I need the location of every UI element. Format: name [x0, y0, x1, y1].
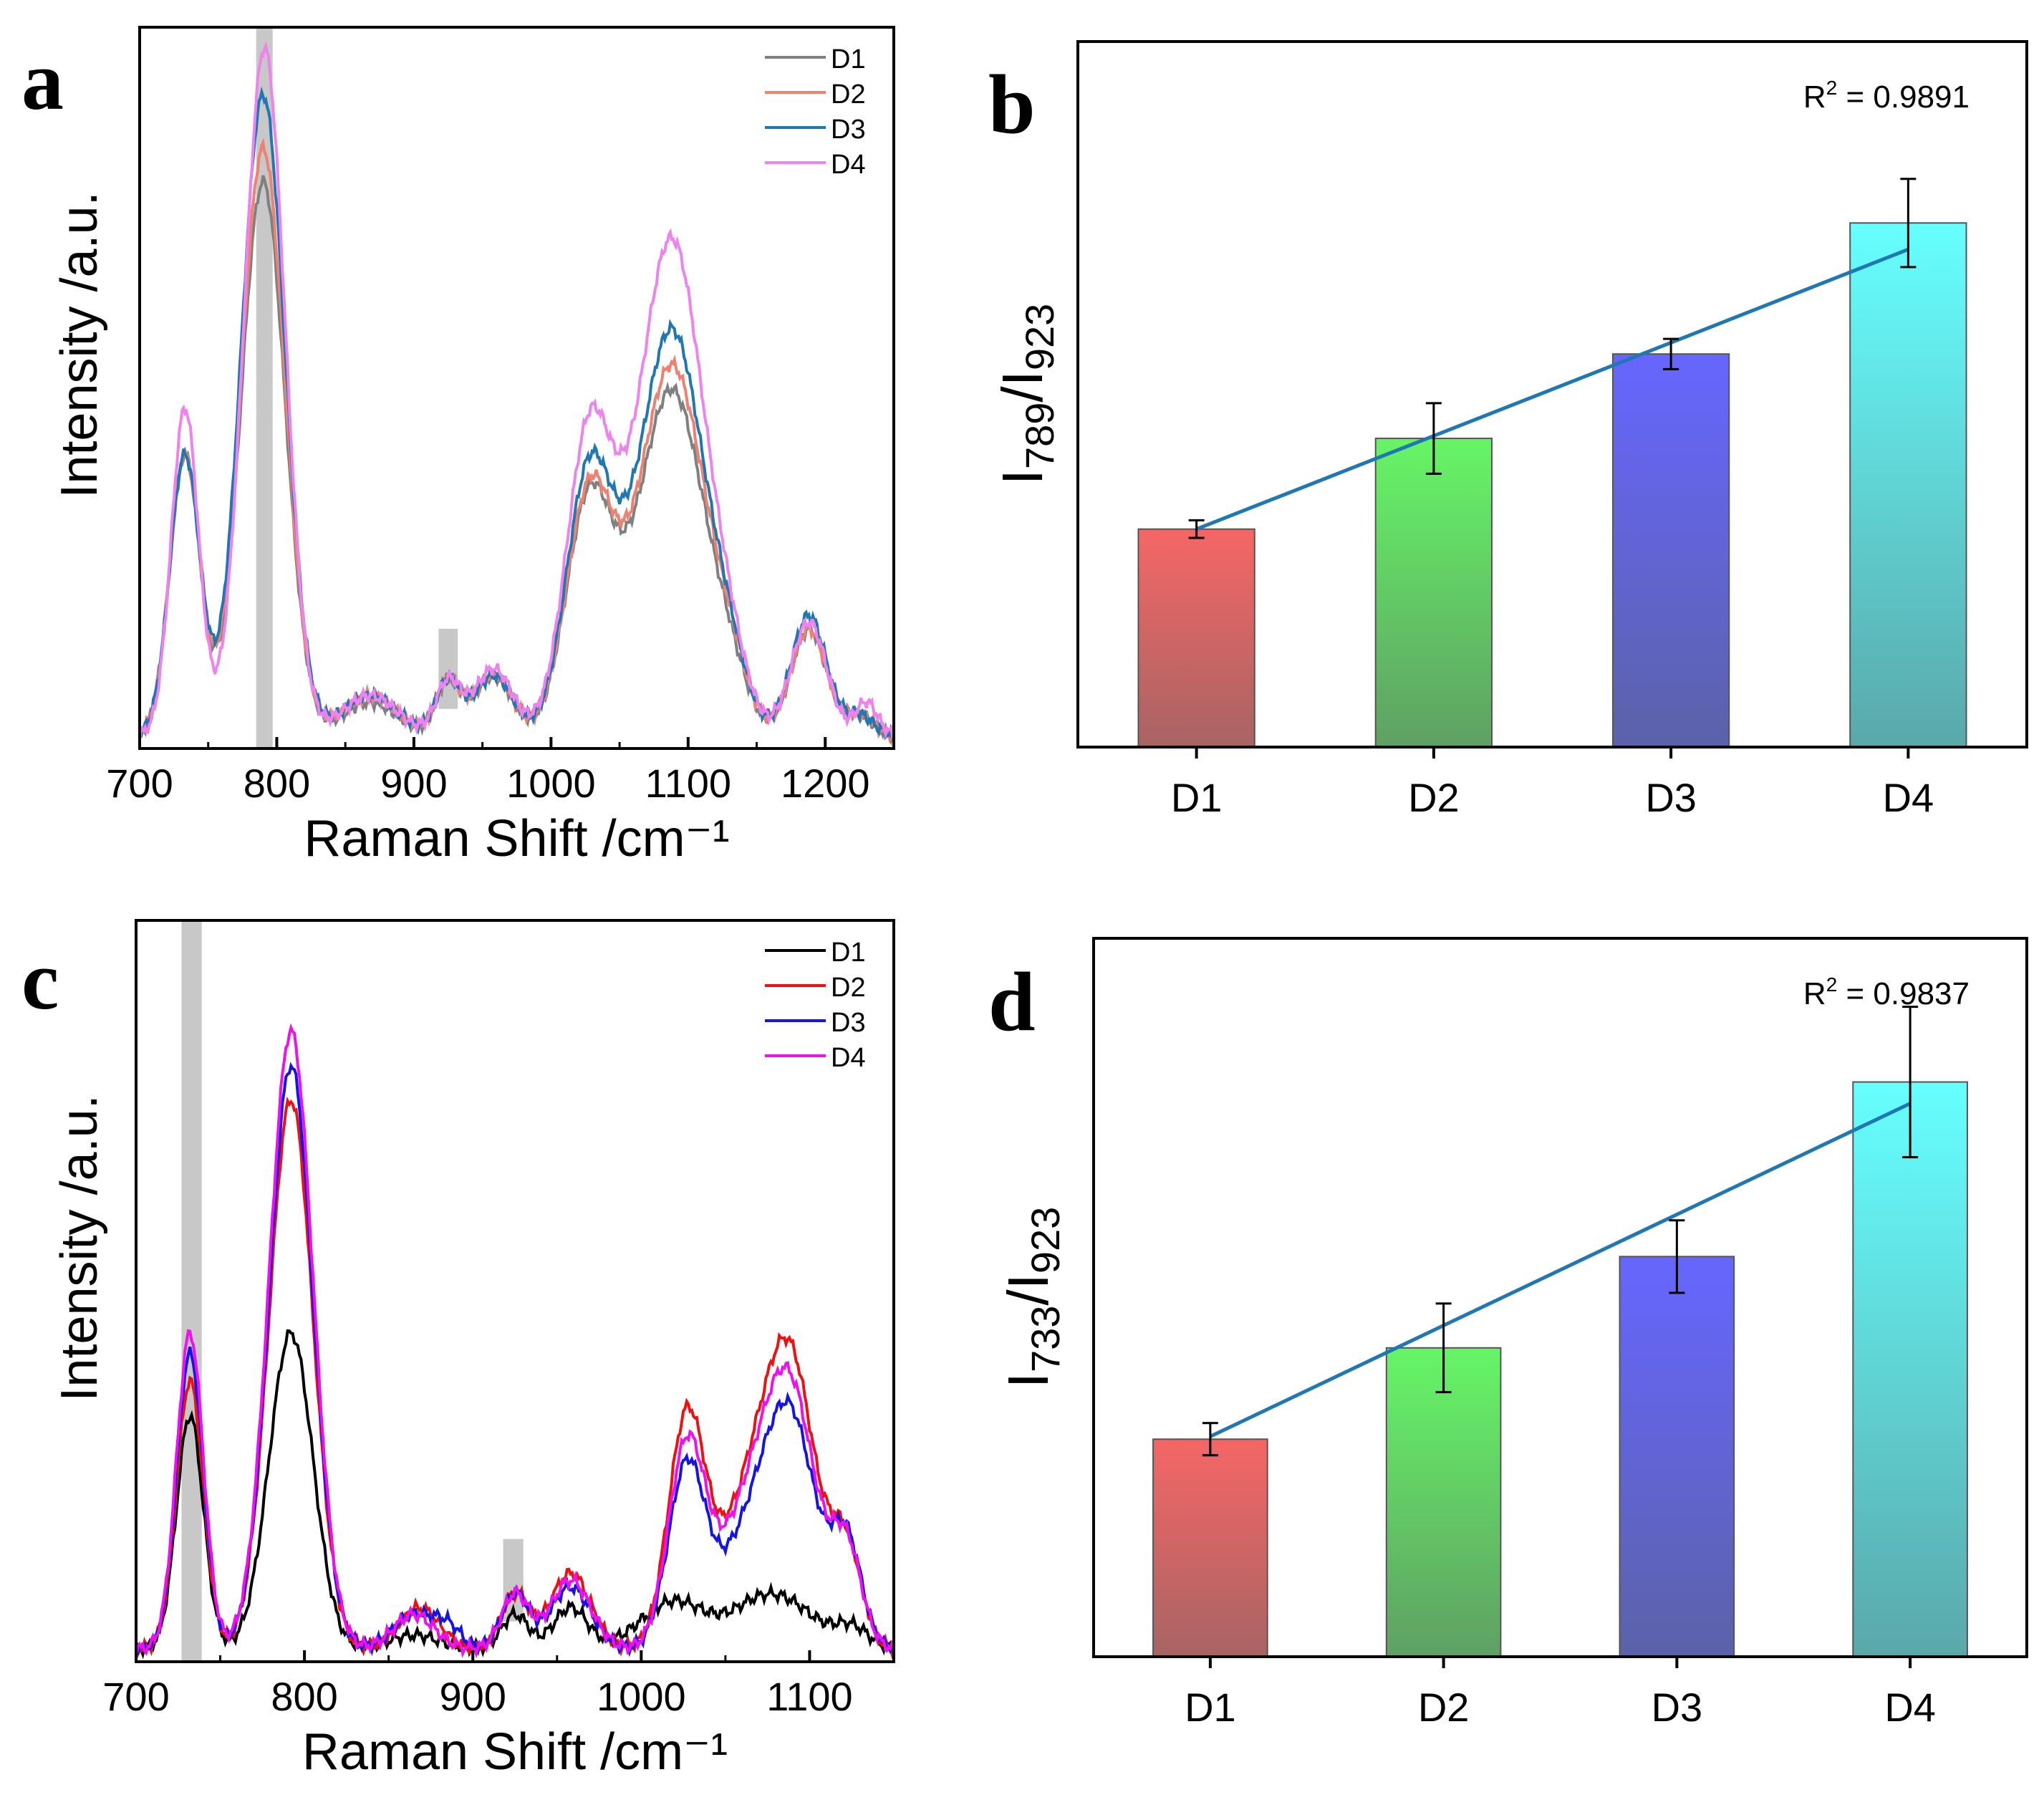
category-label-d2: D2 — [1418, 1685, 1470, 1730]
legend-label-d1: D1 — [831, 938, 866, 968]
bar-d4 — [1852, 1081, 1968, 1657]
legend-label-d2: D2 — [831, 80, 866, 110]
r-squared-annotation: R2 = 0.9837 — [1803, 973, 1970, 1011]
plot-frame — [138, 26, 895, 750]
x-tick-label: 1200 — [781, 761, 870, 806]
spectrum-line-d1 — [138, 175, 895, 746]
category-label-d1: D1 — [1185, 1685, 1236, 1730]
plot-frame — [1076, 40, 2028, 748]
x-tick-label: 700 — [102, 1674, 169, 1719]
y-axis-label: I789/I923 — [990, 304, 1062, 486]
bar-d2 — [1385, 1347, 1502, 1657]
panel-a-raman-spectra: 700 800 900 1000 1100 1200 Raman Shift /cm⁻¹ In… — [51, 26, 895, 867]
y-axis-label: Intensity /a.u. — [51, 1094, 108, 1401]
spectrum-line-d4 — [138, 41, 895, 740]
x-tick-label: 800 — [244, 761, 310, 806]
legend-label-d2: D2 — [831, 973, 866, 1003]
x-tick-label: 700 — [106, 761, 173, 806]
bar-d1 — [1137, 528, 1255, 748]
panel-letter-b: b — [988, 57, 1036, 151]
x-tick-label: 1100 — [645, 761, 731, 806]
category-label-d3: D3 — [1645, 775, 1697, 820]
x-tick-label: 800 — [271, 1674, 337, 1719]
category-label-d2: D2 — [1408, 775, 1460, 820]
legend-label-d1: D1 — [831, 44, 866, 74]
category-label-d4: D4 — [1884, 1685, 1936, 1730]
highlight-band-2 — [438, 628, 458, 709]
legend-label-d4: D4 — [831, 1043, 866, 1073]
x-tick-label: 900 — [380, 761, 447, 806]
legend-label-d4: D4 — [831, 150, 866, 180]
category-label-d3: D3 — [1652, 1685, 1703, 1730]
x-axis-label: Raman Shift /cm⁻¹ — [304, 810, 729, 867]
legend-label-d3: D3 — [831, 115, 866, 145]
x-axis-label: Raman Shift /cm⁻¹ — [302, 1723, 728, 1781]
panel-letter-c: c — [21, 933, 59, 1027]
spectrum-line-d1 — [135, 1329, 895, 1660]
spectrum-line-d4 — [135, 1023, 895, 1659]
plot-frame — [1092, 937, 2028, 1658]
r-squared-annotation: R2 = 0.9891 — [1803, 77, 1970, 115]
highlight-band-1 — [181, 920, 202, 1662]
y-axis-label: I733/I923 — [996, 1207, 1068, 1389]
x-tick-label: 1100 — [766, 1674, 852, 1719]
panel-b-ratio-bar-chart: D1 D2 D3 D4 I789/I923 R2 = 0.9891 — [990, 40, 2028, 820]
x-tick-label: 900 — [440, 1674, 506, 1719]
bar-d2 — [1374, 438, 1493, 748]
spectrum-line-d3 — [138, 86, 895, 741]
legend-label-d3: D3 — [831, 1008, 866, 1038]
panel-letter-d: d — [988, 955, 1036, 1049]
panel-d-ratio-bar-chart: D1 D2 D3 D4 I733/I923 R2 = 0.9837 — [996, 937, 2028, 1730]
x-tick-label: 1000 — [506, 761, 596, 806]
category-label-d4: D4 — [1883, 775, 1934, 820]
x-tick-label: 1000 — [597, 1674, 686, 1719]
y-axis-label: Intensity /a.u. — [51, 191, 108, 498]
linear-fit-line — [1209, 1102, 1912, 1438]
plot-frame — [135, 919, 895, 1663]
category-label-d1: D1 — [1171, 775, 1223, 820]
panel-letter-a: a — [21, 34, 64, 127]
panel-c-raman-spectra: 700 800 900 1000 1100 Raman Shift /cm⁻¹ Intens… — [51, 919, 895, 1781]
bar-d3 — [1619, 1256, 1735, 1657]
bar-d1 — [1152, 1438, 1268, 1657]
linear-fit-line — [1195, 247, 1909, 531]
bar-d3 — [1611, 353, 1730, 748]
bar-d4 — [1849, 222, 1967, 748]
